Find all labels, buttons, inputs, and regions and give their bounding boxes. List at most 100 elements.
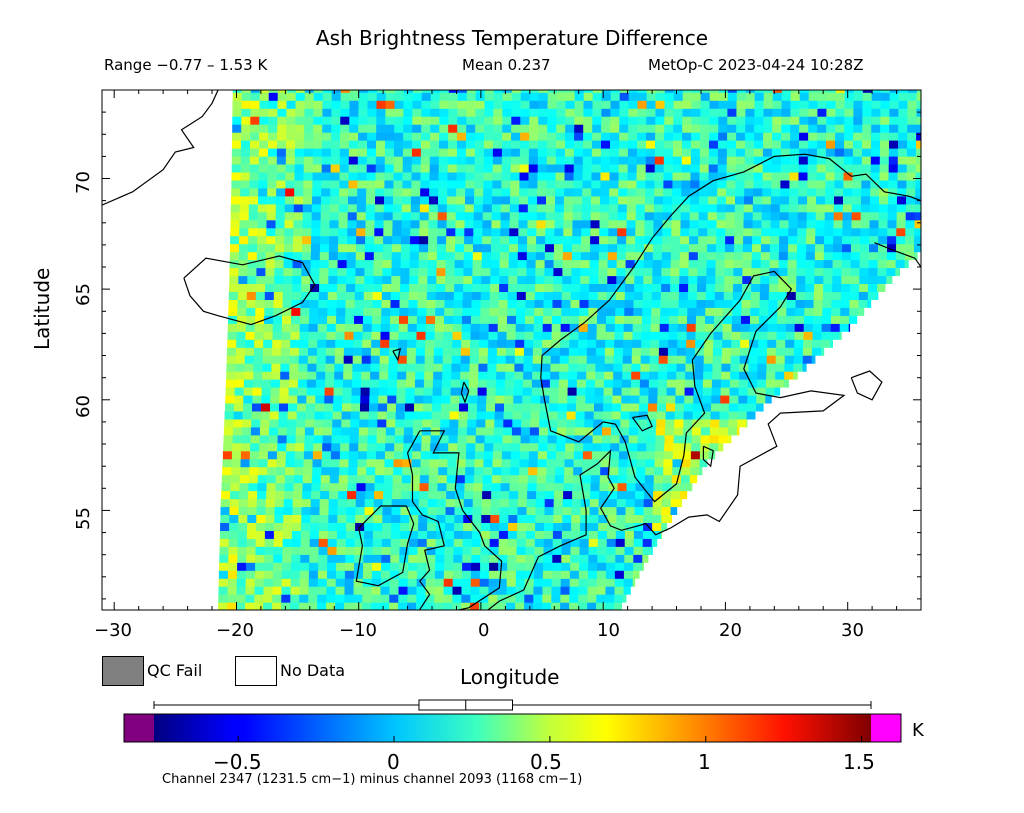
swath-pixel [298,371,308,380]
swath-pixel [232,92,243,101]
swath-pixel [728,410,739,420]
swath-pixel [632,578,636,587]
swath-pixel [475,442,485,452]
swath-pixel [720,402,730,412]
swath-pixel [580,506,591,515]
swath-pixel [249,450,260,460]
swath-pixel [877,275,887,284]
swath-pixel [680,211,691,221]
swath-pixel [489,538,500,547]
swath-pixel [454,283,464,292]
swath-pixel [469,355,480,364]
swath-pixel [907,116,917,125]
swath-pixel [671,482,682,492]
swath-pixel [240,466,250,476]
swath-pixel [748,363,758,372]
swath-pixel [352,347,363,356]
swath-pixel [303,179,313,189]
swath-pixel [564,458,575,468]
swath-pixel [630,394,640,404]
swath-pixel [690,450,701,460]
swath-pixel [511,442,521,452]
swath-pixel [505,355,516,364]
swath-pixel [486,402,496,412]
swath-pixel [713,323,724,332]
swath-pixel [391,267,401,277]
swath-pixel [760,267,770,277]
swath-pixel [781,140,791,149]
swath-pixel [257,474,268,484]
swath-pixel [721,355,732,364]
swath-pixel [461,578,472,587]
swath-pixel [405,394,415,404]
swath-pixel [730,355,741,364]
swath-pixel [466,100,477,109]
swath-pixel [565,442,575,452]
swath-pixel [346,267,356,277]
swath-pixel [757,347,768,356]
swath-pixel [475,108,485,117]
swath-pixel [465,458,476,468]
swath-pixel [564,195,574,205]
swath-pixel [525,307,535,316]
swath-pixel [366,179,376,189]
swath-pixel [331,90,342,93]
swath-pixel [698,235,708,245]
swath-pixel [663,155,674,165]
swath-pixel [487,371,497,380]
swath-pixel [649,371,659,380]
swath-pixel [410,227,420,237]
swath-pixel [616,275,626,284]
swath-pixel [617,243,627,253]
swath-pixel [670,283,680,292]
swath-pixel [527,474,538,484]
swath-pixel [805,251,816,261]
swath-pixel [886,259,897,269]
swath-pixel [442,355,453,364]
swath-pixel [335,594,345,603]
swath-pixel [277,90,288,93]
swath-pixel [277,116,287,125]
swath-pixel [520,132,530,141]
swath-pixel [694,355,705,364]
swath-pixel [635,243,645,253]
swath-pixel [825,179,835,189]
swath-pixel [609,171,620,181]
swath-pixel [790,132,800,141]
swath-pixel [383,227,393,237]
swath-pixel [318,562,328,571]
swath-pixel [691,140,701,149]
swath-pixel [682,100,693,109]
swath-pixel [351,394,361,404]
swath-pixel [590,482,601,492]
swath-pixel [480,546,491,555]
swath-pixel [358,426,369,436]
swath-pixel [282,554,292,563]
swath-pixel [229,506,240,515]
swath-pixel [246,538,257,547]
swath-pixel [683,410,694,420]
swath-pixel [740,323,751,332]
swath-pixel [419,243,429,253]
swath-pixel [664,92,675,101]
swath-pixel [888,163,899,173]
swath-pixel [379,363,389,372]
swath-pixel [309,546,320,555]
swath-pixel [329,243,339,253]
swath-pixel [523,347,534,356]
swath-pixel [897,195,907,205]
swath-pixel [248,243,258,253]
swath-pixel [246,291,257,300]
swath-pixel [356,235,366,245]
swath-pixel [393,171,404,181]
swath-pixel [537,163,548,173]
swath-pixel [682,442,692,452]
swath-pixel [523,363,533,372]
swath-pixel [262,355,273,364]
swath-pixel [371,602,381,610]
swath-pixel [437,243,447,253]
swath-pixel [644,482,655,492]
swath-pixel [307,355,318,364]
swath-pixel [251,418,261,428]
swath-pixel [675,379,686,388]
